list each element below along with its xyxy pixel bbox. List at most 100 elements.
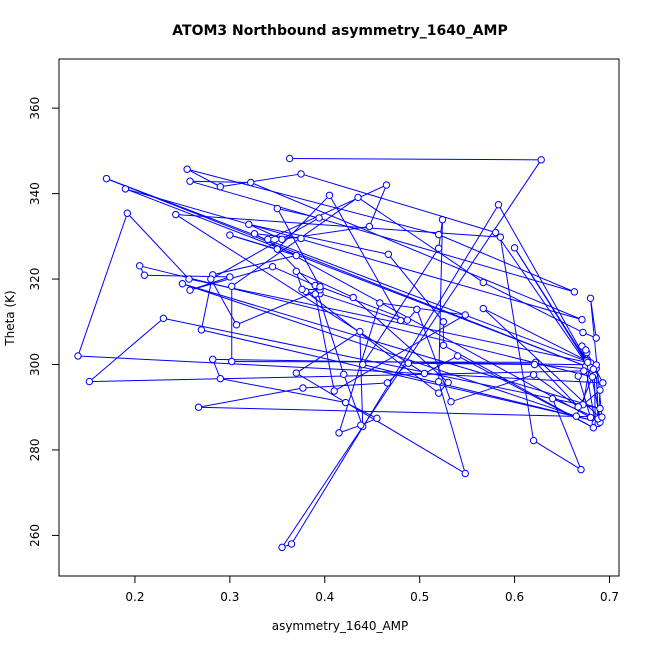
series-segment xyxy=(483,308,587,362)
y-tick-label: 340 xyxy=(28,182,42,205)
series-segment xyxy=(416,309,452,402)
data-point xyxy=(579,328,587,337)
data-point xyxy=(357,421,365,429)
series-segment xyxy=(89,317,164,382)
series-segment xyxy=(387,362,409,384)
series-segment xyxy=(483,282,584,333)
data-point xyxy=(316,283,324,291)
data-point xyxy=(74,352,82,360)
data-point xyxy=(197,326,206,334)
series-segment xyxy=(345,402,378,419)
x-tick-label: 0.5 xyxy=(410,590,429,604)
series-segment xyxy=(379,302,466,316)
data-point xyxy=(356,327,364,336)
data-point xyxy=(207,275,215,283)
data-point xyxy=(292,369,300,377)
series-segment xyxy=(281,159,542,548)
x-axis: 0.2 0.3 0.4 0.5 0.6 0.7 xyxy=(125,575,619,604)
x-axis-label: asymmetry_1640_AMP xyxy=(272,619,409,633)
data-point xyxy=(373,414,381,423)
data-point xyxy=(228,357,236,366)
data-point xyxy=(592,334,600,342)
series-segment xyxy=(189,180,575,293)
series-segment xyxy=(535,362,579,408)
series-lines xyxy=(77,158,604,548)
y-tick-label: 360 xyxy=(28,97,42,120)
series-segment xyxy=(189,180,251,183)
data-point xyxy=(186,286,194,294)
data-point xyxy=(574,372,582,380)
data-point xyxy=(383,379,392,387)
series-segment xyxy=(276,208,321,287)
series-segment xyxy=(319,293,401,321)
series-segment xyxy=(220,378,346,404)
series-segment xyxy=(231,197,359,287)
data-point xyxy=(570,288,579,296)
data-point xyxy=(226,231,234,239)
data-point xyxy=(340,370,348,379)
series-segment xyxy=(277,208,320,219)
series-segment xyxy=(106,178,591,364)
data-point xyxy=(444,378,452,387)
x-tick-label: 0.6 xyxy=(505,590,524,604)
data-point xyxy=(529,436,538,445)
series-segment xyxy=(267,184,387,240)
series-segment xyxy=(229,234,278,250)
data-point xyxy=(264,235,272,244)
x-tick-label: 0.2 xyxy=(125,590,144,604)
series-segment xyxy=(254,233,302,239)
data-point xyxy=(510,244,519,252)
data-point xyxy=(434,244,443,252)
data-point xyxy=(245,220,253,229)
series-segment xyxy=(281,225,370,240)
data-point xyxy=(586,413,595,422)
series-segment xyxy=(198,387,304,408)
data-point xyxy=(299,384,307,392)
data-point xyxy=(178,280,187,288)
series-segment xyxy=(499,237,535,441)
data-point xyxy=(479,304,487,313)
chart-title: ATOM3 Northbound asymmetry_1640_AMP xyxy=(172,23,507,39)
data-point xyxy=(278,235,286,244)
series-segment xyxy=(248,223,389,255)
data-point xyxy=(330,387,338,395)
data-point xyxy=(102,174,111,183)
y-tick-label: 320 xyxy=(28,268,42,291)
data-point xyxy=(226,273,234,281)
data-point xyxy=(582,346,590,354)
series-segment xyxy=(438,234,575,293)
series-segment xyxy=(329,195,402,321)
data-point xyxy=(209,355,217,364)
data-point xyxy=(382,181,391,189)
series-segment xyxy=(272,266,316,286)
data-point xyxy=(589,424,598,432)
data-point xyxy=(135,262,144,270)
series-segment xyxy=(343,374,364,427)
data-point xyxy=(598,413,606,421)
series-segment xyxy=(305,291,439,394)
data-point xyxy=(599,379,607,387)
x-tick-label: 0.4 xyxy=(315,590,334,604)
data-point xyxy=(439,341,448,349)
data-point xyxy=(491,228,500,237)
data-point xyxy=(297,234,305,243)
y-axis: 260 280 300 320 340 360 xyxy=(28,97,59,547)
series-segment xyxy=(482,308,601,418)
series-points xyxy=(74,154,607,552)
data-point xyxy=(354,193,362,202)
series-segment xyxy=(201,329,601,423)
series-segment xyxy=(302,382,388,389)
series-segment xyxy=(182,283,577,417)
data-point xyxy=(335,429,343,437)
series-segment xyxy=(338,424,361,434)
data-point xyxy=(228,282,236,291)
data-point xyxy=(247,178,255,187)
data-point xyxy=(287,540,296,548)
series-segment xyxy=(210,217,320,280)
data-point xyxy=(494,201,503,209)
data-point xyxy=(479,278,487,287)
series-segment xyxy=(552,398,582,470)
data-point xyxy=(596,404,604,413)
series-segment xyxy=(248,223,283,240)
